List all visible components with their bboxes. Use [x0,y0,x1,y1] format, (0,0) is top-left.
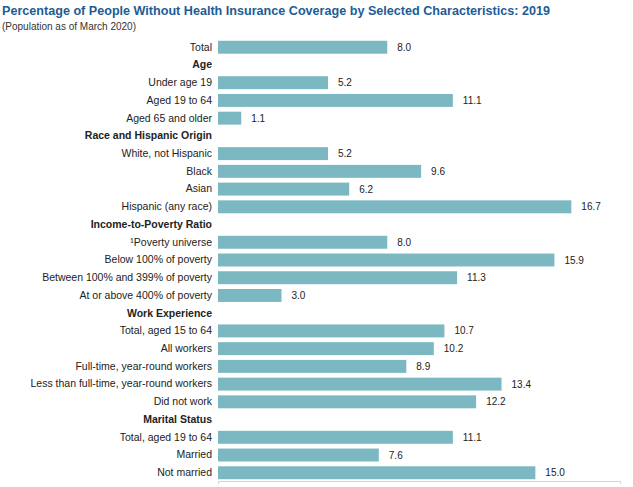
category-label: Aged 19 to 64 [147,94,213,106]
y-tick: Race and Hispanic Origin [85,129,218,141]
bar [218,271,457,284]
category-label: Total, aged 15 to 64 [120,324,212,336]
category-label: Race and Hispanic Origin [85,129,212,141]
category-label: Income-to-Poverty Ratio [91,218,212,230]
category-label: Not married [157,466,212,478]
y-tick: Under age 19 [148,76,218,88]
bar [218,378,502,391]
category-label: ¹Poverty universe [130,236,212,248]
bar [218,360,406,373]
y-tick: White, not Hispanic [122,147,218,159]
data-label: 3.0 [291,290,305,301]
category-label: All workers [161,342,212,354]
category-label: Asian [186,182,212,194]
data-label: 5.2 [338,148,352,159]
category-label: Less than full-time, year-round workers [31,377,213,389]
category-label: Hispanic (any race) [122,200,212,212]
data-label: 1.1 [251,113,265,124]
category-label: Marital Status [143,413,212,425]
data-label: 15.9 [564,255,584,266]
category-label: Total, aged 19 to 64 [120,431,212,443]
bar [218,324,444,337]
data-label: 9.6 [431,166,445,177]
y-tick: Total [190,41,218,53]
bar [218,289,281,302]
bar [218,200,571,213]
category-label: At or above 400% of poverty [80,289,213,301]
category-label: Between 100% and 399% of poverty [42,271,213,283]
y-tick: Income-to-Poverty Ratio [91,218,218,230]
y-tick: Age [192,58,218,70]
y-tick: All workers [161,342,218,354]
data-label: 8.9 [416,361,430,372]
data-label: 11.1 [463,95,482,106]
data-label: 15.0 [545,467,565,478]
bar [218,254,554,267]
title: Percentage of People Without Health Insu… [2,4,550,18]
data-label: 12.2 [486,396,506,407]
x-axis-line [219,482,621,485]
category-label: Total [190,41,212,53]
y-tick: Work Experience [127,307,218,319]
y-tick: Aged 19 to 64 [147,94,218,106]
y-tick: Between 100% and 399% of poverty [42,271,218,283]
category-label: Did not work [154,395,213,407]
y-tick: Hispanic (any race) [122,200,218,212]
data-label: 11.3 [467,272,486,283]
category-label: Full-time, year-round workers [75,360,212,372]
bar [218,112,241,125]
data-label: 6.2 [359,184,373,195]
data-label: 7.6 [389,450,403,461]
category-label: Age [192,58,212,70]
bar [218,342,434,355]
bar [218,236,387,249]
bar [218,183,349,196]
bar [218,466,535,479]
data-label: 13.4 [512,379,532,390]
chart: Percentage of People Without Health Insu… [0,0,633,487]
y-tick: Not married [157,466,218,478]
y-tick: Total, aged 15 to 64 [120,324,218,336]
data-label: 8.0 [397,237,411,248]
y-tick: Below 100% of poverty [105,253,218,265]
bar [218,76,328,89]
data-label: 10.2 [444,343,464,354]
bars [218,41,571,479]
data-label: 5.2 [338,77,352,88]
bar [218,395,476,408]
y-tick: Black [186,165,218,177]
y-tick: ¹Poverty universe [130,236,218,248]
y-tick: Married [176,448,218,460]
bar [218,431,453,444]
y-tick: Did not work [154,395,218,407]
bar [218,165,421,178]
subtitle: (Population as of March 2020) [2,21,136,32]
category-label: Under age 19 [148,76,212,88]
category-label: Below 100% of poverty [105,253,213,265]
y-tick: Marital Status [143,413,218,425]
category-label: White, not Hispanic [122,147,212,159]
y-axis-line [218,40,219,482]
y-tick: Less than full-time, year-round workers [31,377,219,389]
y-axis: Total Age Under age 19 Aged 19 to 64 Aged 65… [31,40,219,482]
data-label: 16.7 [581,201,601,212]
y-tick: Full-time, year-round workers [75,360,218,372]
y-tick: Total, aged 19 to 64 [120,431,218,443]
bar [218,449,379,462]
y-tick: At or above 400% of poverty [80,289,219,301]
y-tick: Asian [186,182,218,194]
category-label: Aged 65 and older [126,112,212,124]
y-tick: Aged 65 and older [126,112,218,124]
category-label: Married [176,448,212,460]
data-labels: 8.0 5.2 11.1 1.1 5.2 9.6 6.2 16.7 8.0 15.9 11.3 3.0… [251,42,601,479]
bar [218,94,453,107]
data-label: 8.0 [397,42,411,53]
data-label: 10.7 [454,325,474,336]
bar [218,147,328,160]
data-label: 11.1 [463,432,482,443]
bar [218,41,387,54]
category-label: Work Experience [127,307,212,319]
x-axis [219,482,621,485]
category-label: Black [186,165,212,177]
